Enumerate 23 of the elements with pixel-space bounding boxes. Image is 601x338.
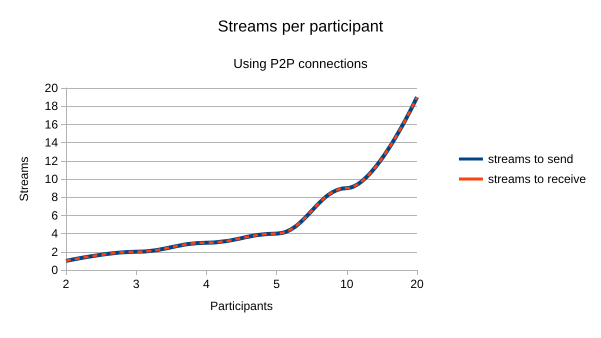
y-tick-label: 12: [44, 154, 58, 168]
x-tick-label: 20: [410, 277, 424, 291]
y-tick-label: 16: [44, 117, 58, 132]
chart-subtitle: Using P2P connections: [233, 56, 368, 71]
chart-title: Streams per participant: [218, 18, 384, 36]
y-tick-label: 6: [51, 208, 58, 222]
legend-label: streams to receive: [488, 172, 586, 186]
y-tick-label: 0: [51, 263, 58, 277]
x-tick-label: 4: [203, 277, 210, 291]
y-tick-label: 10: [44, 172, 58, 186]
y-tick-label: 20: [44, 81, 58, 95]
x-tick-label: 10: [340, 277, 354, 291]
y-tick-label: 2: [51, 244, 58, 259]
y-tick-label: 14: [44, 136, 58, 150]
y-tick-label: 8: [51, 190, 58, 204]
y-tick-label: 4: [51, 226, 58, 241]
legend-label: streams to send: [488, 152, 574, 166]
x-tick-label: 5: [273, 277, 280, 291]
y-tick-label: 18: [44, 99, 58, 114]
x-tick-label: 2: [62, 277, 70, 291]
x-axis-title: Participants: [210, 299, 273, 313]
y-axis-title: Streams: [17, 156, 31, 202]
x-tick-label: 3: [132, 277, 140, 291]
